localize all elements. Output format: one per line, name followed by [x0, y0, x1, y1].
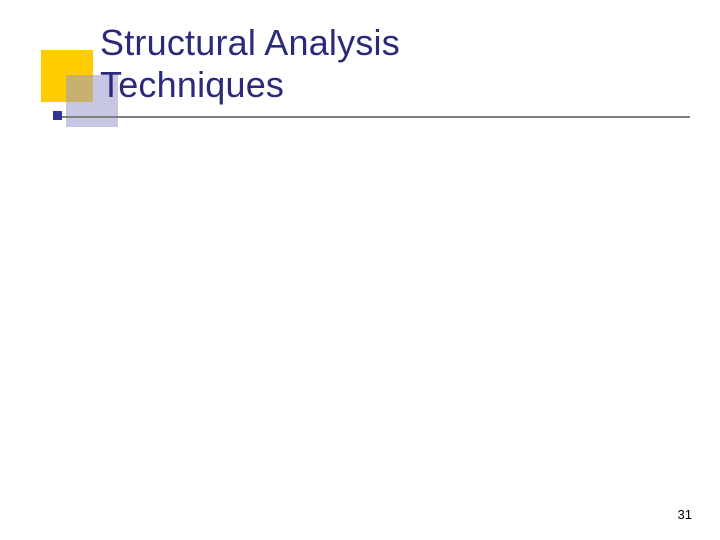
decor-small-blue-square: [53, 111, 62, 120]
title-underline: [62, 116, 690, 118]
page-number: 31: [678, 507, 692, 522]
slide-title: Structural Analysis Techniques: [100, 22, 400, 107]
slide-title-line2: Techniques: [100, 64, 284, 105]
slide-title-line1: Structural Analysis: [100, 22, 400, 63]
